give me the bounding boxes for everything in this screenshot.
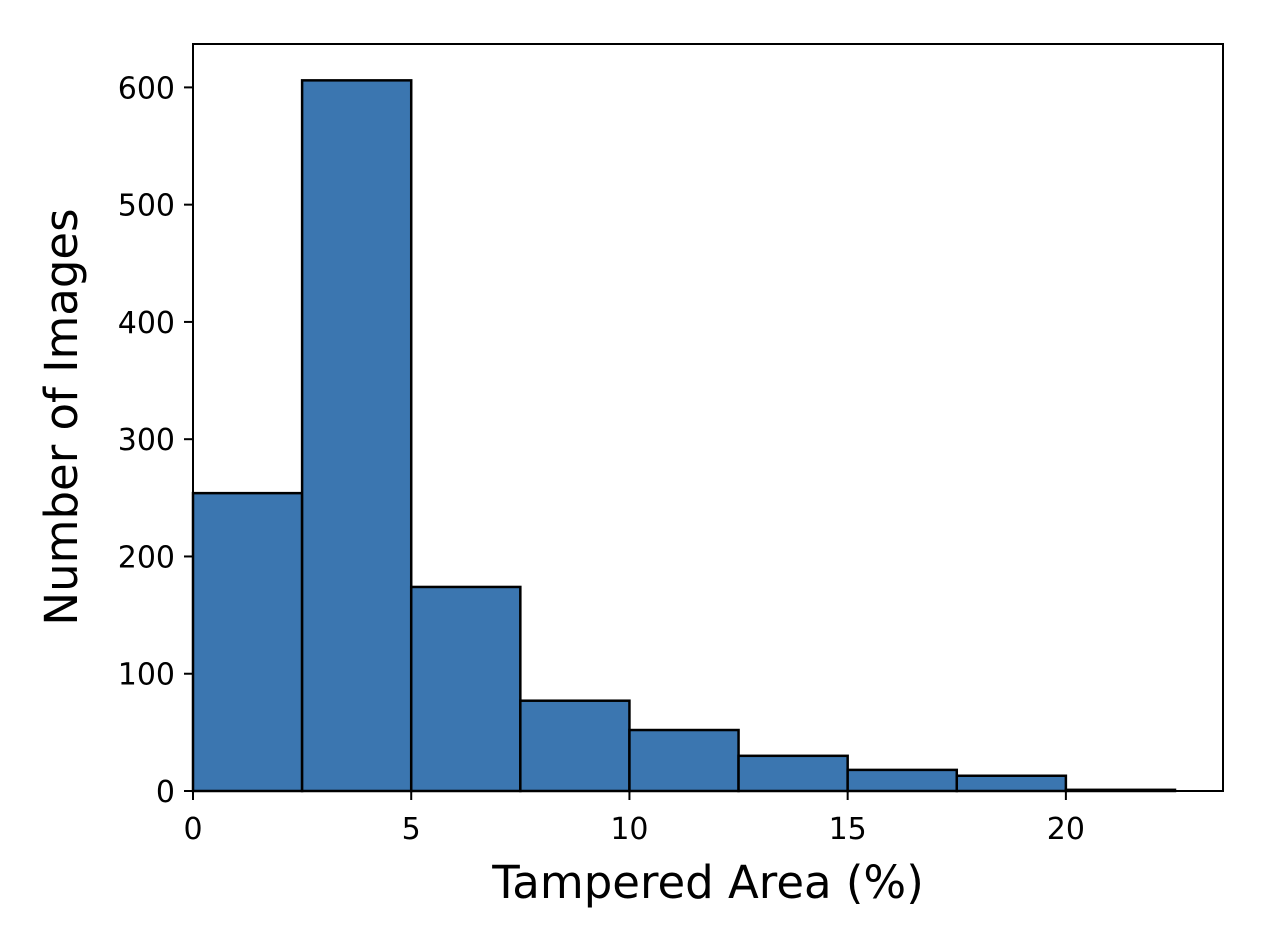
x-tick-label: 15 — [829, 812, 867, 847]
x-tick-label: 20 — [1047, 812, 1085, 847]
y-tick-label: 0 — [156, 775, 175, 810]
y-tick-label: 400 — [118, 306, 175, 341]
y-tick-label: 200 — [118, 540, 175, 575]
y-tick-label: 100 — [118, 658, 175, 693]
histogram-bar — [955, 774, 1068, 793]
x-axis-ticks: 0 5 10 15 20 — [183, 791, 1085, 847]
x-tick-label: 0 — [183, 812, 202, 847]
bars-group — [191, 79, 1177, 793]
y-tick-label: 500 — [118, 189, 175, 224]
y-axis-ticks: 0 100 200 300 400 500 600 — [118, 71, 193, 810]
y-tick-label: 300 — [118, 423, 175, 458]
histogram-bar — [519, 699, 631, 793]
histogram-bar — [628, 728, 740, 793]
histogram-bar — [846, 768, 959, 793]
histogram-bar — [737, 754, 849, 793]
histogram-bar — [409, 585, 522, 793]
plot-frame — [192, 43, 1224, 792]
x-tick-label: 5 — [402, 812, 421, 847]
y-axis-title: Number of Images — [35, 208, 88, 625]
histogram-bar — [300, 79, 413, 793]
x-axis-title: Tampered Area (%) — [491, 856, 924, 909]
y-tick-label: 600 — [118, 71, 175, 106]
x-tick-label: 10 — [610, 812, 648, 847]
histogram-bar — [191, 491, 304, 793]
